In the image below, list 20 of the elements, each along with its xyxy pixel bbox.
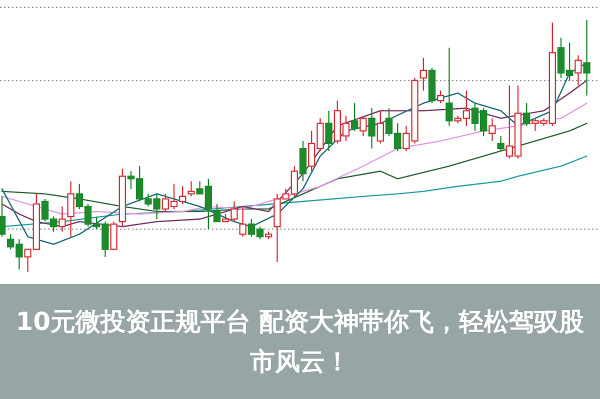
- candlestick: [446, 47, 453, 126]
- candlestick: [523, 102, 530, 126]
- candlestick: [420, 57, 427, 92]
- text: 10元微投资正规平台 配资大神带你飞，轻松驾驭股市风云！: [14, 306, 586, 378]
- candlestick: [574, 54, 582, 86]
- candlestick: [376, 110, 384, 144]
- candlestick: [351, 102, 358, 132]
- candlestick: [583, 19, 590, 96]
- candlestick: [488, 118, 496, 142]
- candlestick: [325, 110, 332, 152]
- candlestick: [497, 135, 504, 152]
- candlestick: [360, 115, 367, 137]
- candlestick: [437, 90, 444, 104]
- candlestick: [0, 196, 6, 238]
- candlestick: [188, 180, 195, 197]
- candlestick: [213, 203, 221, 222]
- candlestick: [368, 108, 376, 150]
- candlestick: [58, 206, 66, 232]
- candlestick: [239, 206, 246, 238]
- candlestick: [67, 180, 74, 238]
